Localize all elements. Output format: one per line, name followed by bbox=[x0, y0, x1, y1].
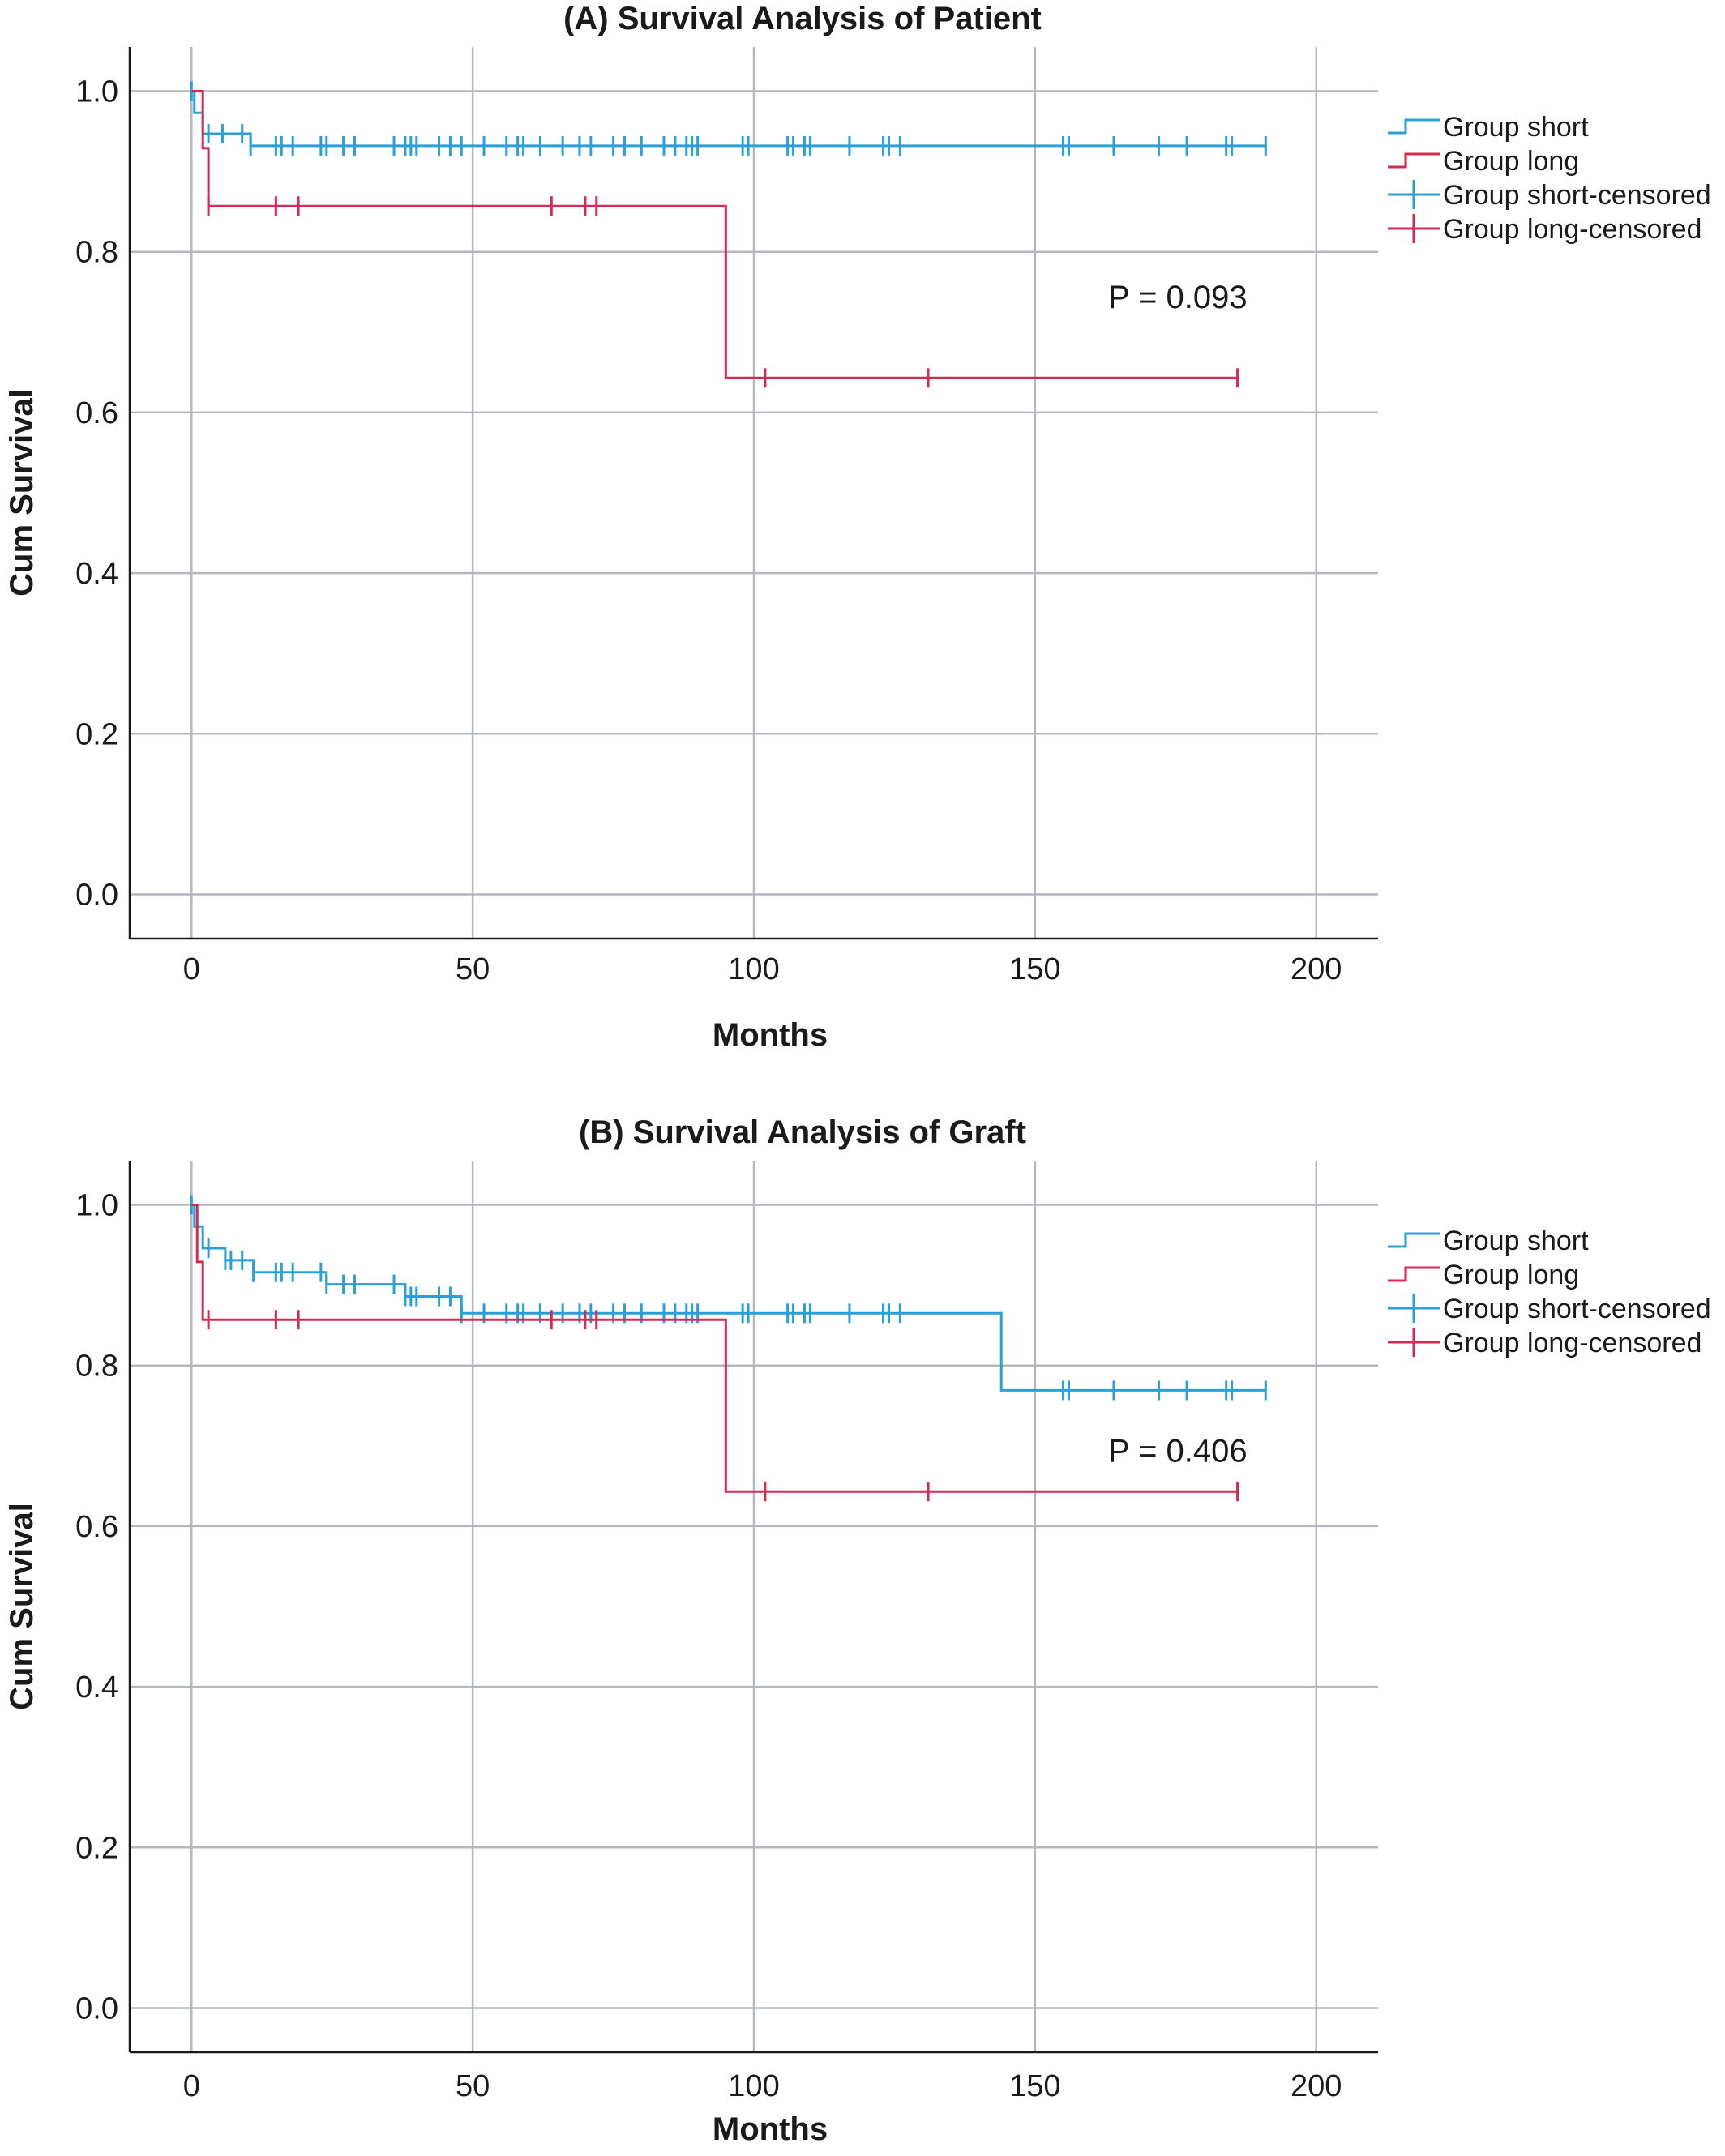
censor-marks-long bbox=[207, 1310, 1239, 1502]
grid-lines bbox=[130, 1161, 1378, 2052]
y-tick-label: 0.2 bbox=[75, 717, 118, 751]
x-axis-label: Months bbox=[713, 1017, 828, 1053]
legend-step-icon bbox=[1388, 152, 1440, 169]
legend-step-icon bbox=[1388, 1266, 1440, 1282]
legend-label: Group long bbox=[1443, 1260, 1579, 1290]
y-tick-label: 0.0 bbox=[75, 878, 118, 912]
legend-label: Group long bbox=[1443, 146, 1579, 177]
y-tick-label: 1.0 bbox=[75, 1189, 118, 1223]
x-tick-label: 150 bbox=[1009, 952, 1060, 986]
chart-panel-b: (B) Survival Analysis of Graft 0 50 100 150 2… bbox=[4, 1114, 1711, 2147]
x-tick-label: 200 bbox=[1291, 2069, 1342, 2103]
legend-label: Group short bbox=[1443, 112, 1589, 143]
chart-title: (B) Survival Analysis of Graft bbox=[579, 1114, 1026, 1150]
legend-item: Group short-censored bbox=[1388, 1294, 1711, 1324]
km-line-long bbox=[191, 90, 1238, 379]
y-axis-label: Cum Survival bbox=[4, 389, 40, 597]
legend-label: Group short bbox=[1443, 1226, 1589, 1256]
x-axis-label: Months bbox=[713, 2111, 828, 2147]
legend-item: Group long bbox=[1388, 1260, 1579, 1290]
x-tick-label: 0 bbox=[183, 2069, 200, 2103]
legend-label: Group long-censored bbox=[1443, 214, 1701, 245]
legend-item: Group long-censored bbox=[1388, 214, 1701, 245]
x-tick-label: 200 bbox=[1291, 952, 1342, 986]
x-tick-label: 100 bbox=[728, 952, 779, 986]
x-tick-label: 50 bbox=[456, 952, 490, 986]
legend-item: Group long bbox=[1388, 146, 1579, 177]
y-tick-label: 0.4 bbox=[75, 1670, 118, 1705]
censor-marks-short bbox=[190, 1195, 1267, 1401]
y-tick-label: 0.8 bbox=[75, 1350, 118, 1384]
x-tick-label: 50 bbox=[456, 2069, 490, 2103]
x-tick-label: 150 bbox=[1009, 2069, 1060, 2103]
legend-item: Group long-censored bbox=[1388, 1328, 1701, 1358]
chart-title: (A) Survival Analysis of Patient bbox=[563, 1, 1042, 36]
km-line-short bbox=[191, 90, 1266, 148]
y-tick-label: 0.2 bbox=[75, 1831, 118, 1865]
y-tick-label: 0.6 bbox=[75, 396, 118, 430]
grid-lines bbox=[130, 47, 1378, 939]
p-value-annotation: P = 0.093 bbox=[1108, 280, 1248, 315]
y-tick-label: 0.6 bbox=[75, 1510, 118, 1544]
y-tick-label: 0.8 bbox=[75, 236, 118, 270]
y-tick-label: 0.0 bbox=[75, 1991, 118, 2026]
censor-marks-short bbox=[190, 81, 1267, 156]
legend: Group short Group long Group short-censore… bbox=[1388, 1226, 1711, 1358]
legend-label: Group short-censored bbox=[1443, 180, 1711, 211]
legend-label: Group short-censored bbox=[1443, 1294, 1711, 1324]
y-tick-label: 1.0 bbox=[75, 75, 118, 109]
chart-panel-a: (A) Survival Analysis of Patient 0 50 100 15… bbox=[4, 1, 1711, 1053]
legend-item: Group short-censored bbox=[1388, 180, 1711, 211]
x-tick-label: 100 bbox=[728, 2069, 779, 2103]
censor-marks-long bbox=[207, 196, 1239, 388]
legend-step-icon bbox=[1388, 118, 1440, 135]
legend-step-icon bbox=[1388, 1232, 1440, 1248]
x-tick-label: 0 bbox=[183, 952, 200, 986]
legend-item: Group short bbox=[1388, 112, 1589, 143]
km-line-long bbox=[191, 1204, 1238, 1493]
legend-label: Group long-censored bbox=[1443, 1328, 1701, 1358]
y-tick-label: 0.4 bbox=[75, 557, 118, 591]
legend-item: Group short bbox=[1388, 1226, 1589, 1256]
km-line-short bbox=[191, 1204, 1266, 1392]
y-axis-label: Cum Survival bbox=[4, 1503, 40, 1710]
p-value-annotation: P = 0.406 bbox=[1108, 1434, 1248, 1469]
